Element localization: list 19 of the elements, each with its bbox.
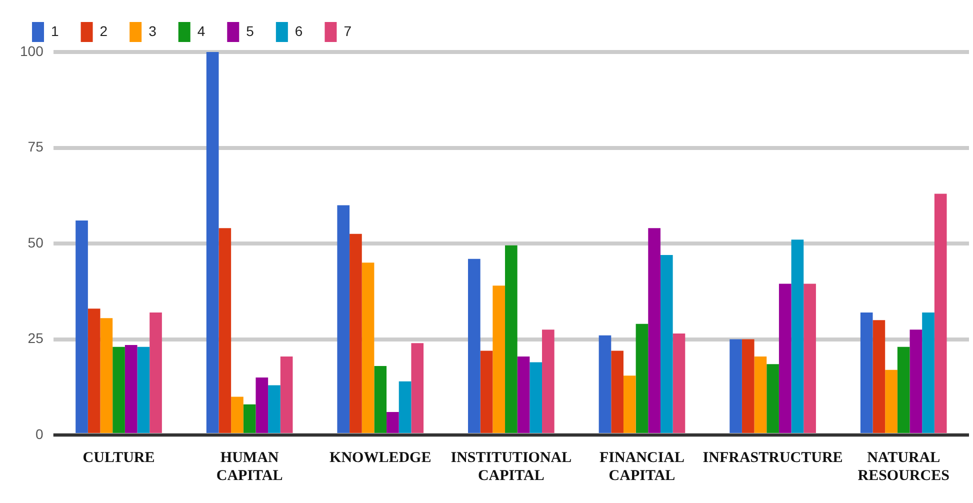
x-tick-label: CULTURE	[82, 450, 155, 466]
legend-label: 5	[246, 22, 254, 39]
x-tick-label: FINANCIAL CAPITAL	[599, 450, 684, 484]
y-tick-label: 50	[28, 234, 44, 250]
legend-label: 2	[100, 22, 108, 39]
x-tick-label: KNOWLEDGE	[330, 450, 432, 466]
x-tick-label: INFRASTRUCTURE	[702, 450, 843, 466]
y-tick-label: 75	[28, 138, 44, 155]
y-tick-label: 0	[36, 426, 44, 442]
legend-label: 6	[294, 22, 303, 39]
legend-label: 4	[197, 22, 206, 39]
x-tick-label: HUMAN CAPITAL	[216, 450, 283, 484]
legend-label: 1	[51, 22, 59, 39]
x-tick-label: INSTITUTIONAL CAPITAL	[450, 450, 572, 484]
legend-label: 7	[344, 22, 352, 39]
x-tick-label: NATURAL RESOURCES	[858, 450, 950, 484]
y-tick-label: 25	[28, 330, 44, 346]
y-tick-label: 100	[20, 42, 44, 59]
legend-label: 3	[148, 22, 157, 39]
